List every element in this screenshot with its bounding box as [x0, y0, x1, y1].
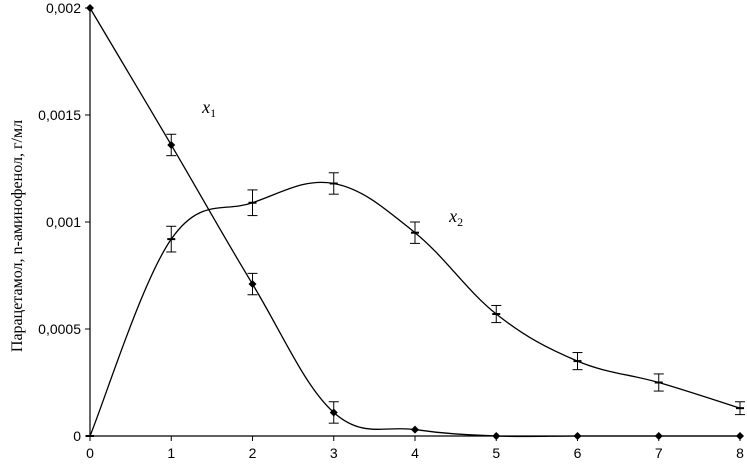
ticks: 0 1 2 3 4 5 6 7 8 0 0,0005 0,001 0,0015 0,002: [38, 0, 744, 461]
series-line-x2: [89, 181, 741, 437]
series-label-subscript: 1: [210, 106, 216, 120]
y-tick-label: 0: [73, 428, 81, 444]
series-x2: [86, 172, 745, 437]
x-tick-label: 0: [86, 445, 94, 461]
x-tick-label: 3: [330, 445, 338, 461]
data-point: [573, 432, 582, 440]
x-tick-label: 7: [655, 445, 663, 461]
data-point: [86, 4, 94, 12]
x-tick-label: 6: [574, 445, 582, 461]
data-point: [167, 140, 176, 149]
y-axis-label: Парацетамол, n-аминофенол, г/мл: [9, 120, 26, 352]
data-point: [248, 280, 257, 289]
x-tick-label: 2: [249, 445, 257, 461]
series-label-main: x: [201, 97, 210, 117]
x-tick-label: 8: [736, 445, 744, 461]
y-tick-label: 0,0005: [38, 321, 81, 337]
data-point: [736, 432, 744, 440]
x-tick-label: 4: [411, 445, 419, 461]
series-line-x1: [89, 7, 740, 438]
x-tick-label: 1: [167, 445, 175, 461]
y-tick-label: 0,0015: [38, 107, 81, 123]
x-tick-label: 5: [492, 445, 500, 461]
data-point: [411, 425, 419, 434]
data-point: [329, 408, 338, 417]
series-layer: [86, 4, 745, 440]
series-label-x1: x1: [201, 97, 216, 120]
series-label-main: x: [448, 206, 457, 226]
data-point: [654, 432, 663, 440]
y-tick-label: 0,001: [46, 214, 81, 230]
series-label-x2: x2: [448, 206, 463, 229]
data-point: [492, 432, 501, 440]
y-tick-label: 0,002: [46, 0, 81, 16]
series-label-subscript: 2: [457, 215, 463, 229]
series-x1: [86, 4, 744, 440]
